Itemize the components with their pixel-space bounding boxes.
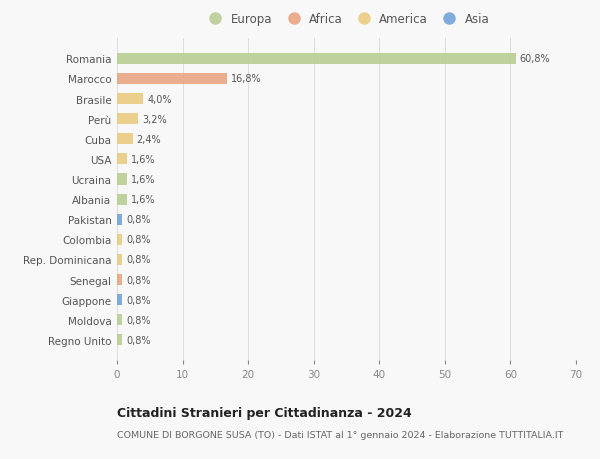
- Text: 0,8%: 0,8%: [126, 235, 151, 245]
- Bar: [117, 94, 143, 105]
- Text: 3,2%: 3,2%: [142, 114, 167, 124]
- Bar: [117, 274, 122, 285]
- Bar: [117, 314, 122, 325]
- Text: 4,0%: 4,0%: [147, 94, 172, 104]
- Text: 0,8%: 0,8%: [126, 295, 151, 305]
- Text: 0,8%: 0,8%: [126, 335, 151, 345]
- Text: 0,8%: 0,8%: [126, 215, 151, 225]
- Text: 1,6%: 1,6%: [131, 155, 156, 164]
- Bar: [117, 234, 122, 246]
- Bar: [117, 174, 127, 185]
- Bar: [117, 134, 133, 145]
- Text: 0,8%: 0,8%: [126, 275, 151, 285]
- Text: 0,8%: 0,8%: [126, 315, 151, 325]
- Text: 0,8%: 0,8%: [126, 255, 151, 265]
- Text: Cittadini Stranieri per Cittadinanza - 2024: Cittadini Stranieri per Cittadinanza - 2…: [117, 406, 412, 419]
- Bar: [117, 54, 515, 65]
- Text: COMUNE DI BORGONE SUSA (TO) - Dati ISTAT al 1° gennaio 2024 - Elaborazione TUTTI: COMUNE DI BORGONE SUSA (TO) - Dati ISTAT…: [117, 431, 563, 440]
- Text: 1,6%: 1,6%: [131, 195, 156, 205]
- Bar: [117, 74, 227, 85]
- Bar: [117, 194, 127, 205]
- Bar: [117, 154, 127, 165]
- Bar: [117, 254, 122, 265]
- Bar: [117, 295, 122, 306]
- Bar: [117, 335, 122, 346]
- Legend: Europa, Africa, America, Asia: Europa, Africa, America, Asia: [203, 13, 490, 26]
- Bar: [117, 114, 138, 125]
- Text: 60,8%: 60,8%: [520, 54, 550, 64]
- Text: 16,8%: 16,8%: [231, 74, 262, 84]
- Bar: [117, 214, 122, 225]
- Text: 2,4%: 2,4%: [137, 134, 161, 145]
- Text: 1,6%: 1,6%: [131, 174, 156, 185]
